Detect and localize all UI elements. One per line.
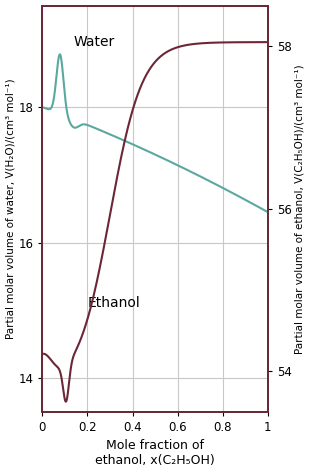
- Text: Ethanol: Ethanol: [87, 296, 140, 310]
- Y-axis label: Partial molar volume of ethanol, V(C₂H₅OH)/(cm³ mol⁻¹): Partial molar volume of ethanol, V(C₂H₅O…: [294, 64, 304, 353]
- X-axis label: Mole fraction of
ethanol, x(C₂H₅OH): Mole fraction of ethanol, x(C₂H₅OH): [95, 439, 215, 467]
- Y-axis label: Partial molar volume of water, V(H₂O)/(cm³ mol⁻¹): Partial molar volume of water, V(H₂O)/(c…: [6, 79, 16, 339]
- Text: Water: Water: [74, 35, 115, 49]
